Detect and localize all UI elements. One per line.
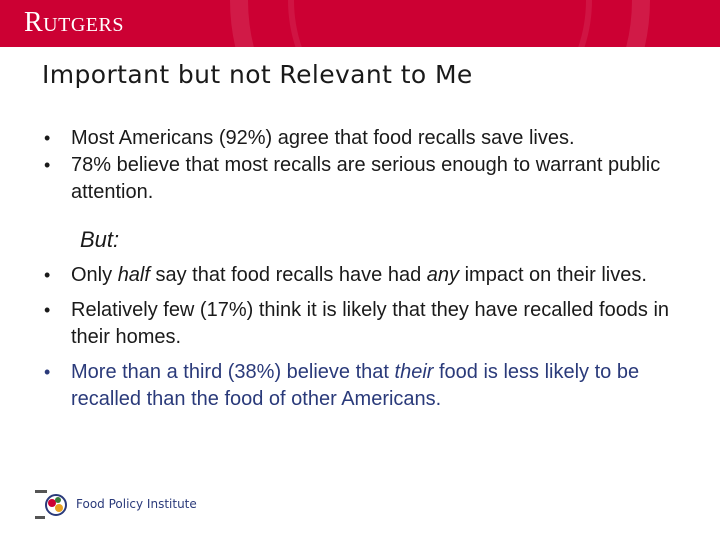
slide-title: Important but not Relevant to Me xyxy=(42,60,473,89)
rutgers-logo: Rutgers xyxy=(24,7,124,38)
bullet-item: Relatively few (17%) think it is likely … xyxy=(44,297,704,351)
bullet-item: More than a third (38%) believe that the… xyxy=(44,359,704,413)
header-bar: Rutgers xyxy=(0,0,720,47)
footer-label: Food Policy Institute xyxy=(76,497,197,511)
bullet-list-1: Most Americans (92%) agree that food rec… xyxy=(44,125,704,206)
bullet-list-2: Only half say that food recalls have had… xyxy=(44,262,704,413)
emphasis-their: their xyxy=(394,361,434,383)
emphasis-any: any xyxy=(426,264,460,286)
bullet-item: 78% believe that most recalls are seriou… xyxy=(44,152,704,206)
emphasis-half: half xyxy=(117,264,150,286)
but-label: But: xyxy=(80,227,120,252)
bullet-item: Most Americans (92%) agree that food rec… xyxy=(44,125,704,152)
bullet-item: Only half say that food recalls have had… xyxy=(44,262,704,289)
seal-watermark xyxy=(230,0,650,47)
bullet-text: 78% believe that most recalls are seriou… xyxy=(71,154,661,203)
food-policy-institute-logo-icon xyxy=(35,490,67,519)
bullet-text: Most Americans (92%) agree that food rec… xyxy=(71,127,575,149)
